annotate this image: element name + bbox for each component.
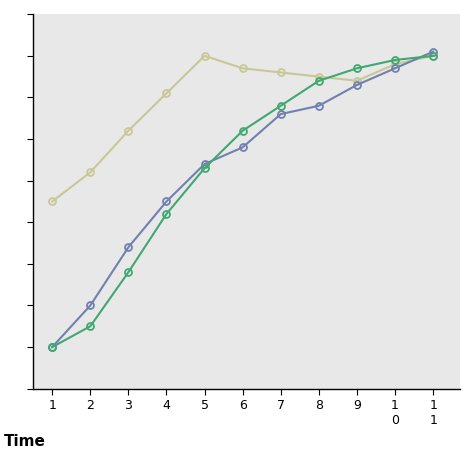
X-axis label: Time: Time xyxy=(4,434,46,448)
